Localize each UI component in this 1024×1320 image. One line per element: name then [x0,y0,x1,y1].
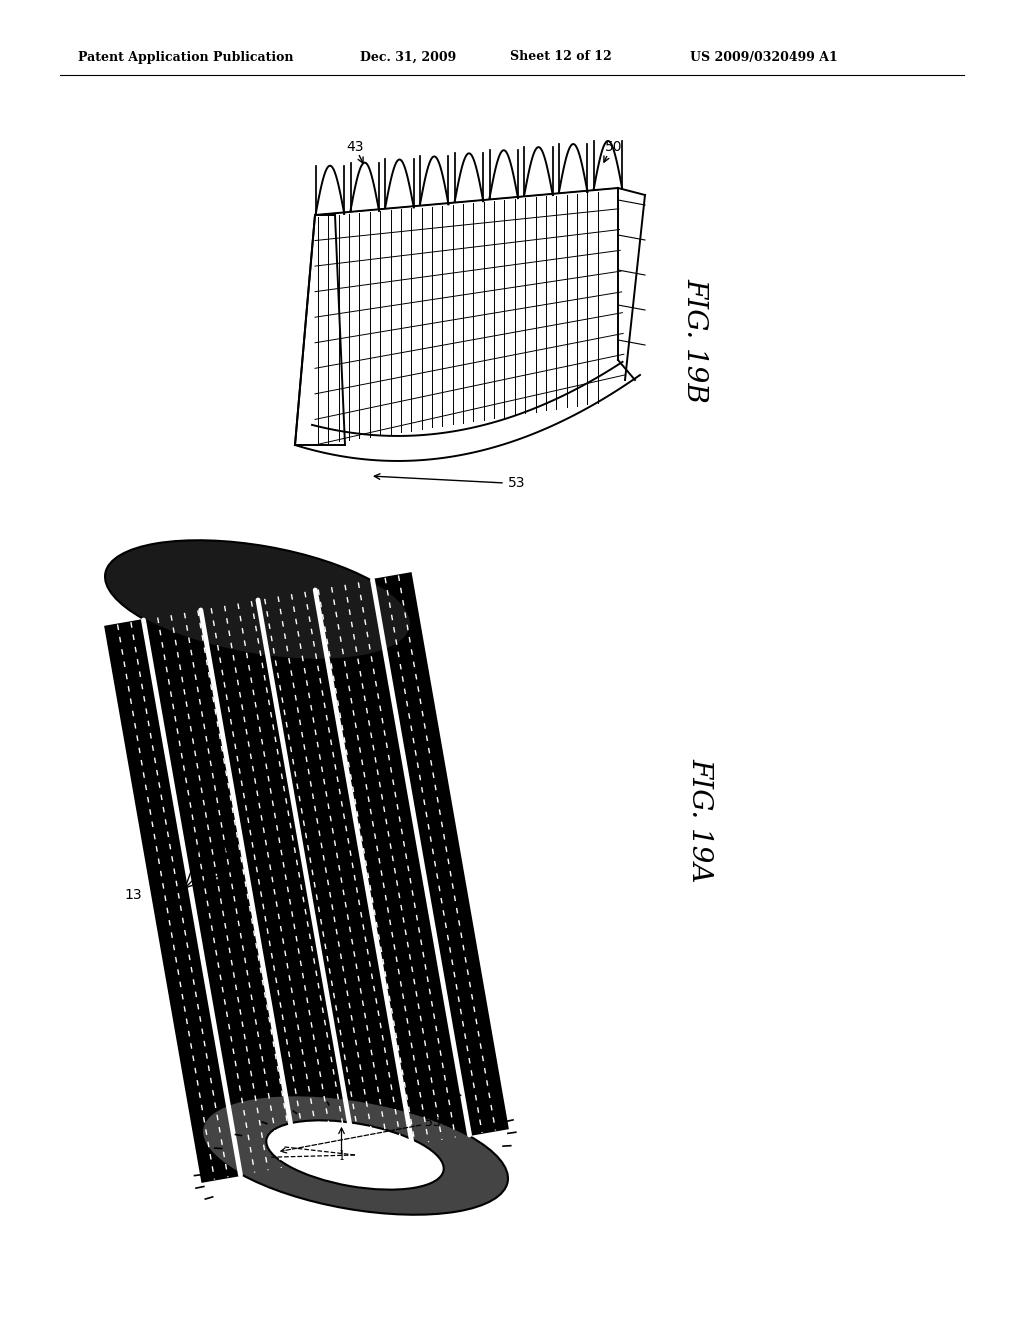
Ellipse shape [202,1096,508,1214]
Text: Patent Application Publication: Patent Application Publication [78,50,294,63]
Text: 13: 13 [124,888,141,902]
Text: 50: 50 [605,140,623,154]
Text: FIG. 19A: FIG. 19A [686,758,714,882]
Polygon shape [105,573,508,1181]
Ellipse shape [105,540,411,660]
Text: 53: 53 [425,1115,441,1129]
Text: l: l [340,1150,343,1163]
Text: Sheet 12 of 12: Sheet 12 of 12 [510,50,611,63]
Ellipse shape [266,1121,443,1189]
Text: FIG. 19B: FIG. 19B [682,277,709,403]
Text: 43: 43 [346,140,364,154]
Text: US 2009/0320499 A1: US 2009/0320499 A1 [690,50,838,63]
Text: 53: 53 [508,477,525,490]
Text: Dec. 31, 2009: Dec. 31, 2009 [360,50,457,63]
